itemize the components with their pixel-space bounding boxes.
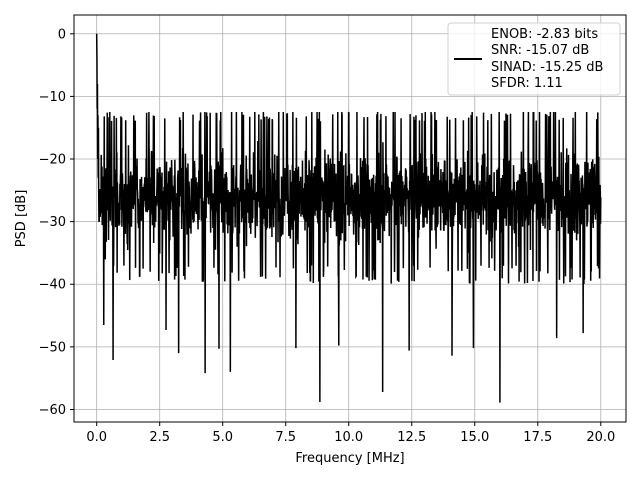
plot-frame: [73, 14, 627, 423]
x-tick-label: 17.5: [523, 430, 552, 445]
y-tick-label: −40: [39, 278, 66, 293]
psd-series: [95, 33, 602, 403]
x-tick-label: 15.0: [460, 430, 489, 445]
x-tick-label: 5.0: [212, 430, 233, 445]
x-tick-label: 10.0: [334, 430, 363, 445]
legend-sinad: SINAD: -15.25 dB: [491, 60, 603, 75]
x-tick-label: 12.5: [397, 430, 426, 445]
x-axis-ticks: 0.0 2.5 5.0 7.5 10.0 12.5 15.0 17.5 20.0: [86, 422, 615, 445]
legend-enob: ENOB: -2.83 bits: [491, 27, 598, 42]
x-tick-label: 2.5: [149, 430, 170, 445]
x-tick-label: 7.5: [275, 430, 296, 445]
y-tick-label: −60: [39, 403, 66, 418]
y-tick-label: −50: [39, 340, 66, 355]
psd-line: [95, 33, 602, 403]
legend-sfdr: SFDR: 1.11: [491, 76, 563, 91]
x-axis-label: Frequency [MHz]: [295, 451, 404, 466]
legend-snr: SNR: -15.07 dB: [491, 43, 589, 58]
y-tick-label: −10: [39, 90, 66, 105]
y-axis-label: PSD [dB]: [14, 190, 29, 248]
legend-box: [447, 22, 621, 96]
x-tick-label: 0.0: [86, 430, 107, 445]
y-tick-label: −20: [39, 153, 66, 168]
legend: ENOB: -2.83 bits SNR: -15.07 dB SINAD: -…: [447, 22, 621, 96]
y-axis-ticks: 0 −10 −20 −30 −40 −50 −60: [39, 27, 74, 418]
y-tick-label: 0: [58, 27, 66, 42]
x-tick-label: 20.0: [586, 430, 615, 445]
y-tick-label: −30: [39, 215, 66, 230]
